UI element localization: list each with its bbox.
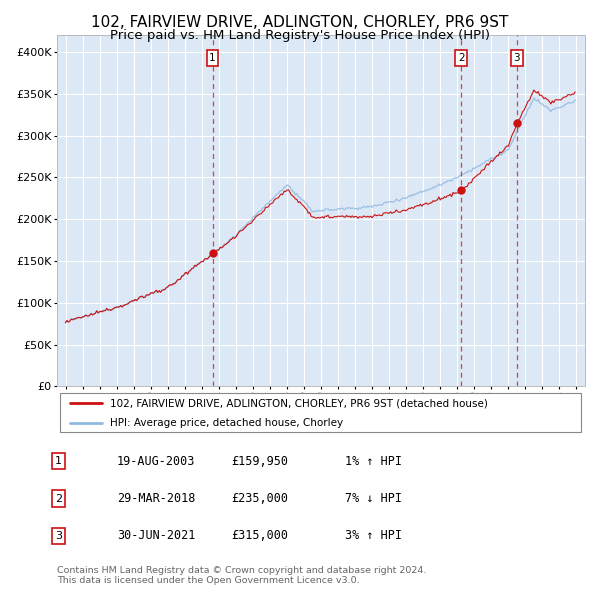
Text: 1% ↑ HPI: 1% ↑ HPI (345, 455, 402, 468)
Text: £235,000: £235,000 (231, 492, 288, 505)
Text: 102, FAIRVIEW DRIVE, ADLINGTON, CHORLEY, PR6 9ST (detached house): 102, FAIRVIEW DRIVE, ADLINGTON, CHORLEY,… (110, 398, 488, 408)
Text: 19-AUG-2003: 19-AUG-2003 (117, 455, 196, 468)
FancyBboxPatch shape (59, 393, 581, 432)
Text: 1: 1 (55, 457, 62, 466)
Text: 30-JUN-2021: 30-JUN-2021 (117, 529, 196, 542)
Text: 7% ↓ HPI: 7% ↓ HPI (345, 492, 402, 505)
Text: 2: 2 (55, 494, 62, 503)
Text: HPI: Average price, detached house, Chorley: HPI: Average price, detached house, Chor… (110, 418, 343, 428)
Text: Price paid vs. HM Land Registry's House Price Index (HPI): Price paid vs. HM Land Registry's House … (110, 30, 490, 42)
Text: 2: 2 (458, 53, 464, 63)
Text: £159,950: £159,950 (231, 455, 288, 468)
Text: 3: 3 (55, 531, 62, 540)
Text: 102, FAIRVIEW DRIVE, ADLINGTON, CHORLEY, PR6 9ST: 102, FAIRVIEW DRIVE, ADLINGTON, CHORLEY,… (91, 15, 509, 30)
Text: Contains HM Land Registry data © Crown copyright and database right 2024.
This d: Contains HM Land Registry data © Crown c… (57, 566, 427, 585)
Text: 3% ↑ HPI: 3% ↑ HPI (345, 529, 402, 542)
Text: 1: 1 (209, 53, 216, 63)
Text: 29-MAR-2018: 29-MAR-2018 (117, 492, 196, 505)
Text: £315,000: £315,000 (231, 529, 288, 542)
Text: 3: 3 (514, 53, 520, 63)
